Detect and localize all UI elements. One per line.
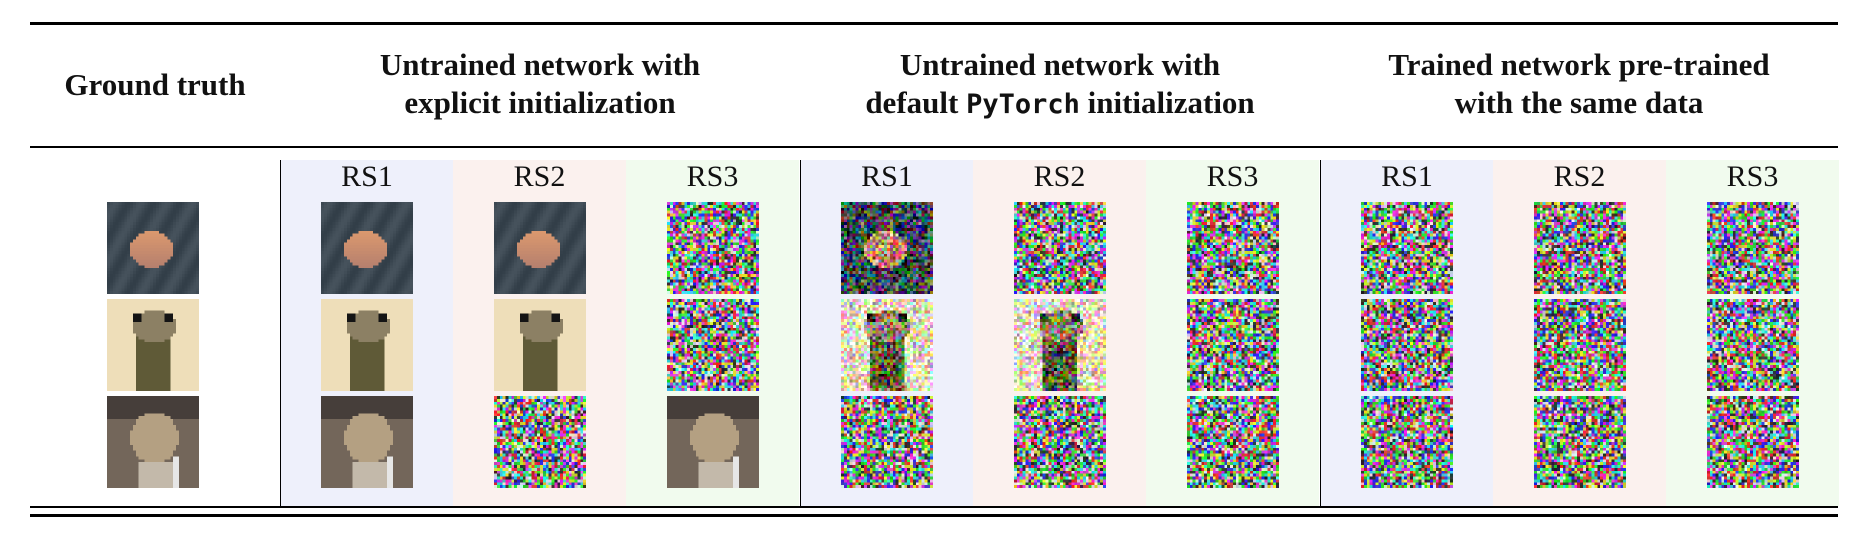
group-header-explicit-init: Untrained network with explicit initiali… — [280, 40, 800, 130]
seed-label: RS3 — [1206, 160, 1259, 193]
reconstruction-cell — [1360, 299, 1453, 391]
reconstruction-cell-pixels — [1013, 396, 1106, 488]
table-bottom-rule-double — [30, 514, 1838, 517]
reconstruction-cell — [1533, 396, 1626, 488]
reconstruction-cell-pixels — [1533, 202, 1626, 294]
reconstruction-cell-pixels — [320, 202, 413, 294]
reconstruction-cell-pixels — [666, 202, 759, 294]
reconstruction-cell — [666, 396, 759, 488]
reconstruction-cell — [840, 396, 933, 488]
table-bottom-rule — [30, 506, 1838, 508]
ground-truth-frog-image-pixels — [107, 202, 199, 294]
group-header-line2: default PyTorch initialization — [865, 85, 1255, 120]
reconstruction-cell — [1013, 202, 1106, 294]
reconstruction-cell-pixels — [1360, 202, 1453, 294]
reconstruction-cell — [1186, 299, 1279, 391]
reconstruction-cell-pixels — [1186, 299, 1279, 391]
seed-label: RS3 — [1726, 160, 1779, 193]
reconstruction-cell — [1533, 299, 1626, 391]
reconstruction-cell — [1360, 202, 1453, 294]
reconstruction-cell-pixels — [1186, 202, 1279, 294]
reconstruction-cell — [1706, 299, 1799, 391]
ground-truth-ostrich-image-pixels — [107, 299, 199, 391]
reconstruction-cell-pixels — [1533, 396, 1626, 488]
reconstruction-cell-pixels — [493, 202, 586, 294]
reconstruction-cell-pixels — [840, 202, 933, 294]
ground-truth-ostrich-image — [107, 299, 199, 391]
ground-truth-header: Ground truth — [30, 40, 280, 130]
group-header-line2: with the same data — [1454, 85, 1704, 120]
ground-truth-cat-image-pixels — [107, 396, 199, 488]
reconstruction-cell-pixels — [1706, 396, 1799, 488]
reconstruction-cell — [493, 299, 586, 391]
reconstruction-cell-pixels — [1013, 299, 1106, 391]
reconstruction-cell — [320, 299, 413, 391]
reconstruction-cell — [840, 299, 933, 391]
reconstruction-cell — [1013, 299, 1106, 391]
reconstruction-cell — [320, 202, 413, 294]
reconstruction-cell — [1186, 202, 1279, 294]
reconstruction-cell-pixels — [1706, 299, 1799, 391]
reconstruction-cell — [1013, 396, 1106, 488]
reconstruction-cell — [493, 396, 586, 488]
reconstruction-cell-pixels — [840, 299, 933, 391]
group-header-line1: Trained network pre-trained — [1388, 47, 1770, 82]
reconstruction-cell — [1186, 396, 1279, 488]
seed-label: RS1 — [861, 160, 913, 193]
reconstruction-cell-pixels — [840, 396, 933, 488]
reconstruction-cell — [320, 396, 413, 488]
group-header-line1: Untrained network with — [379, 47, 701, 82]
seed-label: RS1 — [341, 160, 393, 193]
group-header-pretrained: Trained network pre-trained with the sam… — [1320, 40, 1838, 130]
reconstruction-cell — [1706, 396, 1799, 488]
ground-truth-cat-image — [107, 396, 199, 488]
reconstruction-cell-pixels — [493, 299, 586, 391]
reconstruction-cell — [840, 202, 933, 294]
seed-label: RS2 — [1033, 160, 1086, 193]
group-header-pytorch-init: Untrained network with default PyTorch i… — [800, 40, 1320, 130]
group-separator — [280, 160, 281, 506]
reconstruction-cell — [493, 202, 586, 294]
group-separator — [1320, 160, 1321, 506]
group-header-line2: explicit initialization — [404, 85, 676, 120]
seed-label: RS2 — [513, 160, 566, 193]
reconstruction-cell-pixels — [1186, 396, 1279, 488]
reconstruction-cell-pixels — [1013, 202, 1106, 294]
reconstruction-cell-pixels — [320, 299, 413, 391]
reconstruction-cell — [1706, 202, 1799, 294]
seed-label: RS3 — [686, 160, 739, 193]
reconstruction-cell-pixels — [320, 396, 413, 488]
seed-label: RS2 — [1553, 160, 1606, 193]
group-header-line1: Untrained network with — [899, 47, 1221, 82]
group-separator — [800, 160, 801, 506]
reconstruction-cell — [1360, 396, 1453, 488]
reconstruction-cell — [1533, 202, 1626, 294]
table-top-rule — [30, 22, 1838, 25]
reconstruction-cell-pixels — [1360, 396, 1453, 488]
reconstruction-cell-pixels — [1706, 202, 1799, 294]
ground-truth-frog-image — [107, 202, 199, 294]
reconstruction-cell-pixels — [666, 396, 759, 488]
reconstruction-cell-pixels — [666, 299, 759, 391]
reconstruction-cell-pixels — [1533, 299, 1626, 391]
seed-label: RS1 — [1381, 160, 1433, 193]
ground-truth-header-label: Ground truth — [64, 67, 246, 102]
reconstruction-cell — [666, 202, 759, 294]
reconstruction-cell-pixels — [1360, 299, 1453, 391]
reconstruction-cell — [666, 299, 759, 391]
reconstruction-cell-pixels — [493, 396, 586, 488]
header-rule — [30, 146, 1838, 148]
